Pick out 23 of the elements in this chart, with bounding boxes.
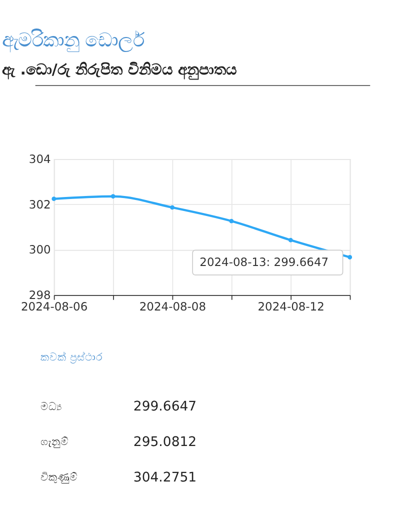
x-tick-label: 2024-08-12 bbox=[258, 299, 324, 314]
point bbox=[52, 196, 56, 202]
text: ගැනුම් bbox=[40, 436, 69, 448]
point bbox=[229, 218, 234, 224]
x-tick-label: 2024-08-08 bbox=[139, 299, 206, 314]
annotation: 2024-08-13: 299.6647 bbox=[200, 255, 329, 270]
y-tick-label: 300 bbox=[28, 242, 51, 257]
point bbox=[288, 238, 293, 242]
chart-title: ඇමරිකානු ඩොලර් bbox=[2, 28, 146, 52]
text: විකුණුම් bbox=[40, 472, 78, 484]
point bbox=[170, 205, 174, 210]
y-tick-label: 298 bbox=[28, 288, 51, 302]
point bbox=[110, 194, 116, 199]
text: මධ්‍ය bbox=[40, 400, 63, 413]
y-tick-label: 302 bbox=[28, 197, 51, 212]
text: 304.2751 bbox=[133, 470, 197, 486]
y-tick-label: 304 bbox=[28, 152, 51, 166]
text: කවක් ප්‍රස්ථාර bbox=[40, 349, 104, 364]
text: 299.6647 bbox=[133, 400, 197, 415]
chart-subtitle: ඇ .ඩො/රු නිරුපිත විනිමය අනුපාතය bbox=[2, 60, 238, 81]
x-tick-label: 2024-08-06 bbox=[21, 299, 88, 314]
text: 295.0812 bbox=[133, 435, 197, 450]
point bbox=[348, 255, 352, 260]
